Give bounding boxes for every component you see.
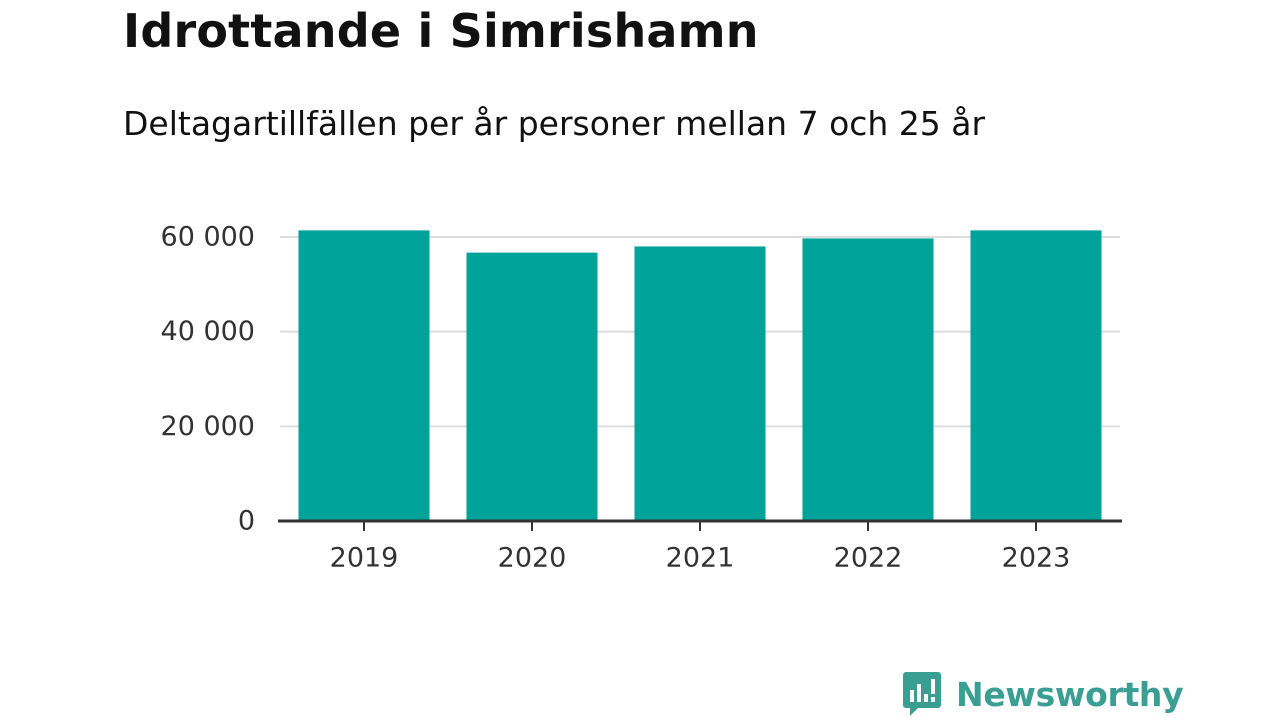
bars — [298, 230, 1102, 522]
bar-chart: 0 20 000 40 000 60 000 2019 2020 2021 2022 2023 — [161, 222, 1122, 574]
x-tick-label: 2019 — [330, 543, 399, 574]
brand-name: Newsworthy — [956, 674, 1184, 714]
y-tick-label: 40 000 — [161, 316, 255, 347]
brand-logo: Newsworthy — [902, 670, 1184, 718]
bar-2023 — [970, 230, 1102, 521]
x-tick-label: 2020 — [498, 543, 567, 574]
bar-2019 — [298, 230, 430, 521]
x-axis — [278, 519, 1122, 531]
y-tick-label: 0 — [238, 506, 255, 537]
bar-2020 — [466, 252, 598, 521]
y-tick-label: 20 000 — [161, 411, 255, 442]
y-tick-label: 60 000 — [161, 222, 255, 253]
bar-2022 — [802, 238, 934, 522]
bar-2021 — [634, 246, 766, 521]
chart-subtitle: Deltagartillfällen per år personer mella… — [123, 104, 986, 143]
y-tick-labels: 0 20 000 40 000 60 000 — [161, 222, 255, 537]
x-tick-labels: 2019 2020 2021 2022 2023 — [330, 543, 1071, 574]
x-tick-label: 2022 — [834, 543, 903, 574]
x-tick-label: 2023 — [1002, 543, 1071, 574]
x-tick-label: 2021 — [666, 543, 735, 574]
chat-bar-chart-icon — [903, 672, 941, 716]
chart-title: Idrottande i Simrishamn — [123, 4, 759, 58]
